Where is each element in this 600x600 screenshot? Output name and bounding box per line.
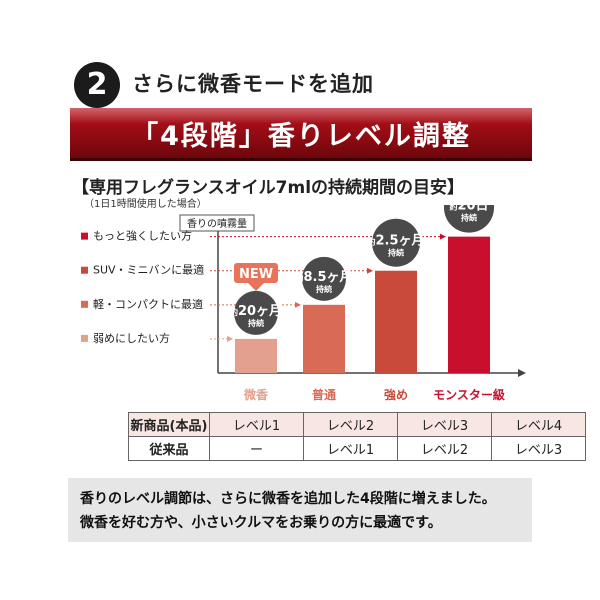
bubble-circle <box>444 205 494 233</box>
guide-arrow <box>440 233 446 240</box>
row-head-new-product: 新商品(本品) <box>128 412 210 437</box>
x-axis-arrow <box>518 369 526 377</box>
bar-3 <box>375 270 417 373</box>
duration-value: 約20ヶ月 <box>230 304 282 319</box>
table-cell: レベル3 <box>397 412 492 437</box>
table-row: 従来品 ー レベル1 レベル2 レベル3 <box>128 436 586 461</box>
table-cell: レベル2 <box>303 412 398 437</box>
section-title: 【専用フレグランスオイル7mlの持続期間の目安】 <box>72 178 465 198</box>
duration-suffix: 持続 <box>388 248 404 258</box>
section-note: （1日1時間使用した場合） <box>84 199 207 210</box>
row-head-old-product: 従来品 <box>128 436 210 461</box>
footer-line-2: 微香を好む方や、小さいクルマをお乗りの方に最適です。 <box>80 515 442 531</box>
duration-amount: 8.5ヶ月 <box>303 270 352 285</box>
guide-arrow <box>227 335 233 342</box>
duration-value: 約8.5ヶ月 <box>295 270 352 285</box>
new-badge: NEW <box>234 263 278 291</box>
y-axis-label-box <box>179 214 255 232</box>
step-number-badge: 2 <box>74 62 120 108</box>
bubble-circle <box>302 256 346 301</box>
x-tick-label: 普通 <box>312 387 336 402</box>
duration-value: 約2.5ヶ月 <box>367 234 424 249</box>
duration-prefix: 約 <box>230 307 238 317</box>
level-comparison-table: 新商品(本品) レベル1 レベル2 レベル3 レベル4 従来品 ー レベル1 レ… <box>128 412 586 461</box>
legend-label: 軽・コンパクトに最適 <box>93 297 203 311</box>
table-cell: レベル4 <box>491 412 586 437</box>
table-cell: ー <box>209 436 304 461</box>
duration-amount: 2.5ヶ月 <box>375 234 424 249</box>
x-tick-label: 微香 <box>243 387 268 402</box>
table-cell: レベル3 <box>491 436 586 461</box>
legend-marker <box>81 334 88 342</box>
footer-line-1: 香りのレベル調節は、さらに微香を追加した4段階に増えました。 <box>80 491 496 507</box>
new-badge-label: NEW <box>239 267 273 282</box>
step-heading: さらに微香モードを追加 <box>132 72 374 96</box>
duration-suffix: 持続 <box>461 213 477 223</box>
bar-1 <box>235 338 277 373</box>
bar-4 <box>448 236 490 373</box>
legend-label: SUV・ミニバンに最適 <box>93 263 204 277</box>
table-cell: レベル2 <box>397 436 492 461</box>
bubble-circle <box>372 218 420 267</box>
new-badge-pointer <box>248 283 264 291</box>
duration-prefix: 約 <box>295 273 303 283</box>
duration-prefix: 約 <box>367 237 375 247</box>
duration-prefix: 約 <box>449 205 457 212</box>
legend-marker <box>81 266 88 274</box>
legend-marker <box>81 232 88 240</box>
page-title: 「4段階」香りレベル調整 <box>131 121 471 152</box>
legend-label: もっと強くしたい方 <box>93 229 192 243</box>
bar-2 <box>303 304 345 373</box>
bubble-circle <box>234 290 278 335</box>
duration-amount: 20ヶ月 <box>238 304 282 319</box>
duration-suffix: 持続 <box>316 284 332 294</box>
x-tick-label: モンスター級 <box>433 387 505 402</box>
duration-suffix: 持続 <box>248 318 264 328</box>
table-row: 新商品(本品) レベル1 レベル2 レベル3 レベル4 <box>128 412 586 437</box>
table-cell: レベル1 <box>209 412 304 437</box>
duration-amount: 20日 <box>457 205 488 214</box>
new-badge-bg <box>234 263 278 283</box>
title-banner: 「4段階」香りレベル調整 <box>70 108 532 161</box>
fragrance-level-chart: 香りの噴霧量 弱めにしたい方 軽・コンパクトに最適 SUV・ミニバンに最適もっと強く… <box>81 205 526 402</box>
guide-arrow <box>367 267 373 274</box>
y-axis-label: 香りの噴霧量 <box>187 218 247 230</box>
legend-label: 弱めにしたい方 <box>93 331 170 345</box>
x-tick-label: 強め <box>384 387 408 402</box>
table-cell: レベル1 <box>303 436 398 461</box>
footer-description: 香りのレベル調節は、さらに微香を追加した4段階に増えました。 微香を好む方や、小… <box>68 478 532 542</box>
legend-marker <box>81 300 88 308</box>
guide-arrow <box>295 301 301 308</box>
duration-value: 約20日 <box>449 205 488 214</box>
